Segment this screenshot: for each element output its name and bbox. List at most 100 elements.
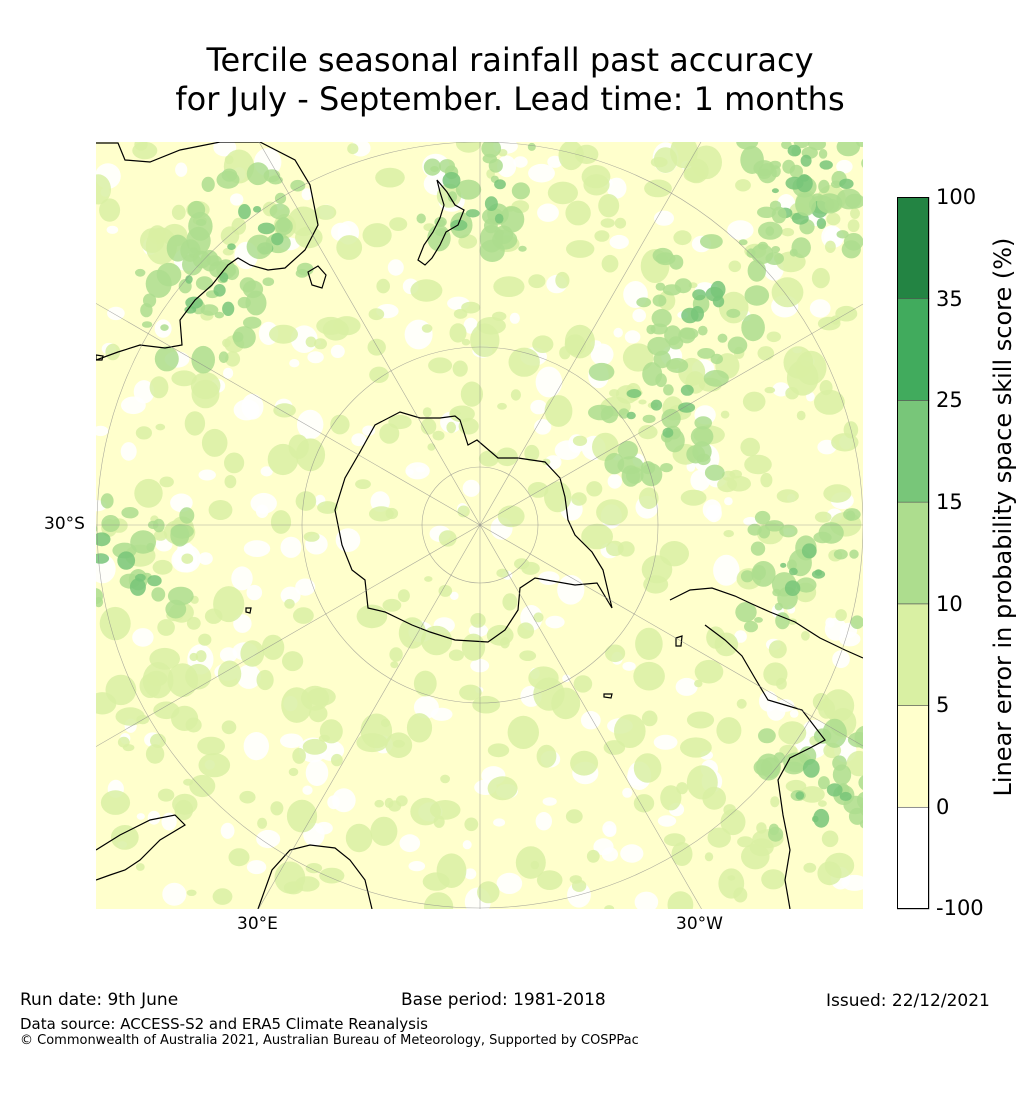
- skill-patch: [660, 785, 682, 811]
- skill-patch: [330, 414, 350, 435]
- skill-patch: [768, 640, 787, 659]
- skill-patch: [487, 776, 518, 801]
- skill-patch: [650, 157, 668, 168]
- skill-patch: [273, 403, 296, 418]
- colorbar-tick: 5: [936, 693, 950, 717]
- skill-patch: [297, 409, 324, 440]
- skill-patch: [140, 303, 153, 318]
- skill-patch: [256, 669, 274, 691]
- skill-patch: [160, 324, 169, 331]
- skill-patch: [416, 213, 426, 224]
- skill-patch: [440, 774, 450, 784]
- skill-patch: [647, 336, 671, 356]
- skill-patch: [145, 744, 165, 764]
- antarctica-outline: [334, 411, 613, 643]
- skill-patch: [614, 714, 646, 748]
- skill-patch: [633, 753, 662, 783]
- skill-patch: [117, 551, 136, 570]
- skill-patch: [442, 172, 461, 189]
- skill-patch: [450, 219, 468, 231]
- skill-patch: [395, 795, 408, 807]
- skill-patch: [570, 750, 599, 776]
- skill-patch: [457, 505, 470, 518]
- skill-patch: [764, 386, 776, 394]
- skill-patch: [481, 142, 502, 158]
- skill-patch: [385, 732, 413, 758]
- skill-patch: [754, 510, 771, 525]
- skill-patch: [240, 640, 265, 667]
- skill-patch: [652, 247, 673, 264]
- skill-patch: [666, 358, 689, 373]
- skill-patch: [198, 552, 213, 565]
- skill-patch: [130, 530, 157, 554]
- skill-patch: [472, 695, 501, 714]
- skill-patch: [390, 661, 399, 669]
- skill-patch: [741, 314, 765, 342]
- skill-patch: [513, 156, 528, 168]
- skill-patch: [228, 848, 250, 867]
- skill-patch: [191, 379, 220, 409]
- skill-patch: [855, 142, 863, 147]
- skill-patch: [796, 577, 817, 593]
- skill-patch: [452, 360, 468, 377]
- skill-patch: [355, 479, 371, 489]
- skill-patch: [517, 622, 535, 639]
- base-period: Base period: 1981-2018: [401, 990, 606, 1010]
- skill-patch: [477, 881, 500, 904]
- skill-patch: [464, 817, 479, 832]
- skill-patch: [562, 674, 571, 683]
- colorbar-tick: 100: [936, 185, 977, 209]
- skill-patch: [593, 838, 614, 856]
- skill-patch: [387, 259, 404, 276]
- skill-patch: [220, 822, 235, 839]
- skill-patch: [217, 660, 242, 688]
- skill-patch: [262, 277, 275, 287]
- skill-patch: [780, 562, 787, 568]
- skill-patch: [369, 506, 394, 522]
- skill-patch: [290, 179, 306, 192]
- skill-patch: [836, 159, 853, 174]
- skill-patch: [96, 588, 103, 605]
- skill-patch: [643, 575, 669, 594]
- skill-patch: [662, 427, 674, 438]
- skill-patch: [818, 179, 830, 194]
- skill-patch: [747, 523, 762, 536]
- skill-patch: [427, 443, 436, 451]
- skill-patch: [824, 199, 839, 212]
- skill-patch: [795, 350, 827, 386]
- skill-patch: [175, 162, 188, 177]
- skill-patch: [671, 842, 693, 866]
- skill-patch: [706, 626, 726, 649]
- colorbar-tick: 25: [936, 388, 963, 412]
- skill-patch: [292, 747, 306, 764]
- skill-patch: [101, 515, 120, 532]
- skill-patch: [678, 327, 696, 344]
- skill-patch: [135, 573, 146, 582]
- skill-patch: [120, 396, 146, 415]
- skill-patch: [317, 501, 339, 514]
- skill-patch: [288, 434, 309, 459]
- skill-patch: [105, 674, 137, 706]
- skill-patch: [166, 234, 190, 262]
- skill-patch: [508, 347, 540, 377]
- skill-patch: [542, 458, 551, 466]
- skill-patch: [735, 179, 751, 192]
- skill-patch: [535, 366, 563, 398]
- skill-patch: [818, 800, 827, 807]
- skill-patch: [759, 690, 778, 712]
- skill-patch: [565, 809, 583, 824]
- skill-patch: [171, 370, 197, 387]
- skill-patch: [149, 376, 169, 399]
- skill-patch: [389, 217, 408, 232]
- skill-patch: [198, 469, 216, 481]
- skill-patch: [494, 213, 504, 224]
- skill-patch: [243, 316, 262, 329]
- skill-patch: [181, 553, 194, 564]
- skill-patch: [651, 309, 672, 328]
- skill-patch: [188, 211, 213, 241]
- skill-patch: [859, 819, 863, 829]
- skill-patch: [768, 826, 784, 842]
- skill-patch: [288, 767, 299, 777]
- skill-patch: [534, 419, 552, 435]
- skill-patch: [694, 679, 703, 688]
